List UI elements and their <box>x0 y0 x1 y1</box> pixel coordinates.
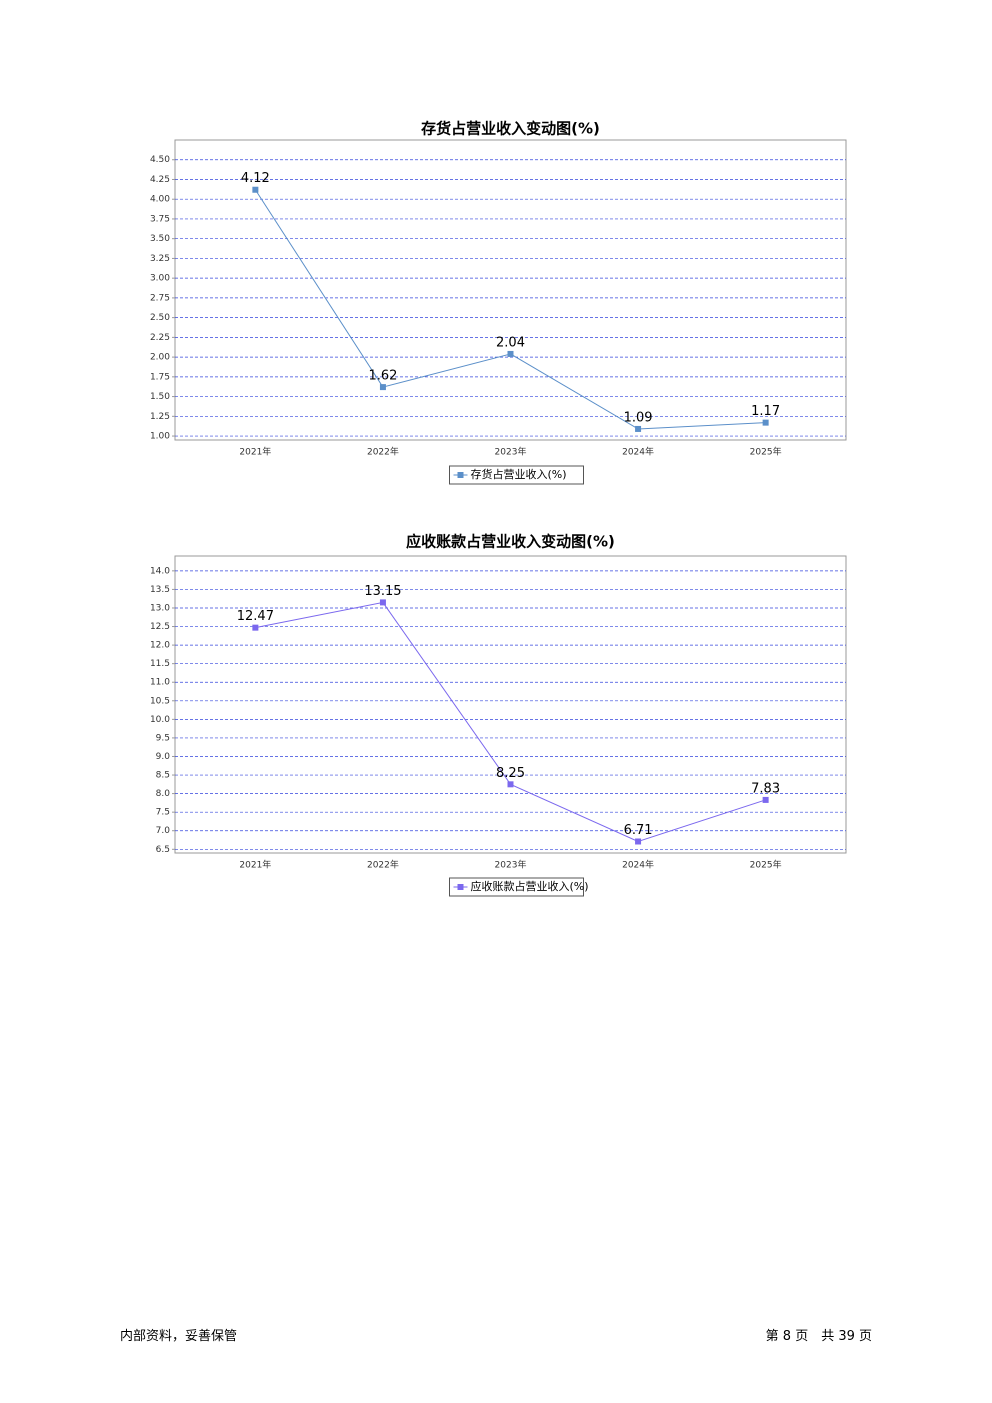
y-tick-label: 11.5 <box>150 659 170 669</box>
point <box>507 350 514 357</box>
y-tick-label: 1.00 <box>150 432 170 442</box>
y-tick-label: 10.5 <box>150 696 170 706</box>
y-tick-label: 3.50 <box>150 234 170 244</box>
y-tick-label: 2.00 <box>150 353 170 363</box>
y-tick-label: 14.0 <box>150 566 170 576</box>
y-tick-label: 3.00 <box>150 274 170 284</box>
y-tick-label: 1.25 <box>150 412 170 422</box>
x-tick-label: 2024年 <box>622 446 654 458</box>
legend-label: 应收账款占营业收入(%) <box>471 879 589 893</box>
y-tick-label: 12.5 <box>150 622 170 632</box>
y-tick-label: 8.5 <box>156 771 170 781</box>
y-tick-label: 13.5 <box>150 585 170 595</box>
legend-marker <box>457 472 464 478</box>
x-tick-label: 2023年 <box>495 859 527 871</box>
data-label: 1.62 <box>368 369 397 384</box>
point <box>635 425 642 432</box>
y-tick-label: 8.0 <box>156 789 171 799</box>
y-tick-label: 3.75 <box>150 214 170 224</box>
y-tick-label: 10.0 <box>150 715 170 725</box>
y-tick-label: 9.5 <box>156 733 170 743</box>
data-label: 7.83 <box>751 781 780 796</box>
legend-marker <box>457 884 464 890</box>
plot-area <box>174 139 847 441</box>
y-tick-label: 13.0 <box>150 603 170 613</box>
y-tick-label: 9.0 <box>156 752 171 762</box>
point <box>762 419 769 426</box>
chart-title: 存货占营业收入变动图(%) <box>421 120 600 138</box>
point <box>252 624 259 631</box>
x-tick-label: 2024年 <box>622 859 654 871</box>
y-tick-label: 12.0 <box>150 641 170 651</box>
footer-left: 内部资料，妥善保管 <box>120 1329 238 1344</box>
legend-box <box>449 465 584 485</box>
y-tick-label: 4.50 <box>150 155 170 165</box>
data-label: 13.15 <box>364 584 401 599</box>
x-tick-label: 2025年 <box>750 859 782 871</box>
x-tick-label: 2021年 <box>239 446 271 458</box>
footer-page: 第 8 页 共 39 页 <box>765 1329 872 1344</box>
y-tick-label: 7.0 <box>156 826 171 836</box>
x-tick-label: 2022年 <box>367 859 399 871</box>
legend-box <box>449 877 584 897</box>
x-tick-label: 2023年 <box>495 446 527 458</box>
chart-title: 应收账款占营业收入变动图(%) <box>406 533 615 551</box>
charts: 存货占营业收入变动图(%) 1.00 1.25 1.50 1.75 2.00 2.25 2.5… <box>150 120 847 897</box>
data-label: 1.09 <box>624 410 653 425</box>
data-label: 1.17 <box>751 404 780 419</box>
point <box>635 838 642 845</box>
point <box>762 796 769 803</box>
data-label: 8.25 <box>496 766 525 781</box>
y-tick-label: 1.50 <box>150 392 170 402</box>
y-tick-label: 2.75 <box>150 293 170 303</box>
point <box>507 781 514 788</box>
plot-area <box>174 555 847 854</box>
legend-label: 存货占营业收入(%) <box>471 467 567 481</box>
y-tick-label: 2.50 <box>150 313 170 323</box>
x-tick-label: 2025年 <box>750 446 782 458</box>
y-tick-label: 4.00 <box>150 195 170 205</box>
x-tick-label: 2022年 <box>367 446 399 458</box>
point <box>252 186 259 193</box>
data-label: 6.71 <box>624 823 653 838</box>
y-tick-label: 3.25 <box>150 254 170 264</box>
point <box>379 599 386 606</box>
y-tick-label: 7.5 <box>156 808 170 818</box>
data-label: 4.12 <box>241 171 270 186</box>
y-tick-label: 2.25 <box>150 333 170 343</box>
data-label: 2.04 <box>496 335 525 350</box>
y-tick-label: 4.25 <box>150 175 170 185</box>
point <box>379 384 386 391</box>
data-label: 12.47 <box>237 609 274 624</box>
y-tick-label: 6.5 <box>156 845 170 855</box>
x-tick-label: 2021年 <box>239 859 271 871</box>
y-tick-label: 1.75 <box>150 372 170 382</box>
y-tick-label: 11.0 <box>150 678 170 688</box>
